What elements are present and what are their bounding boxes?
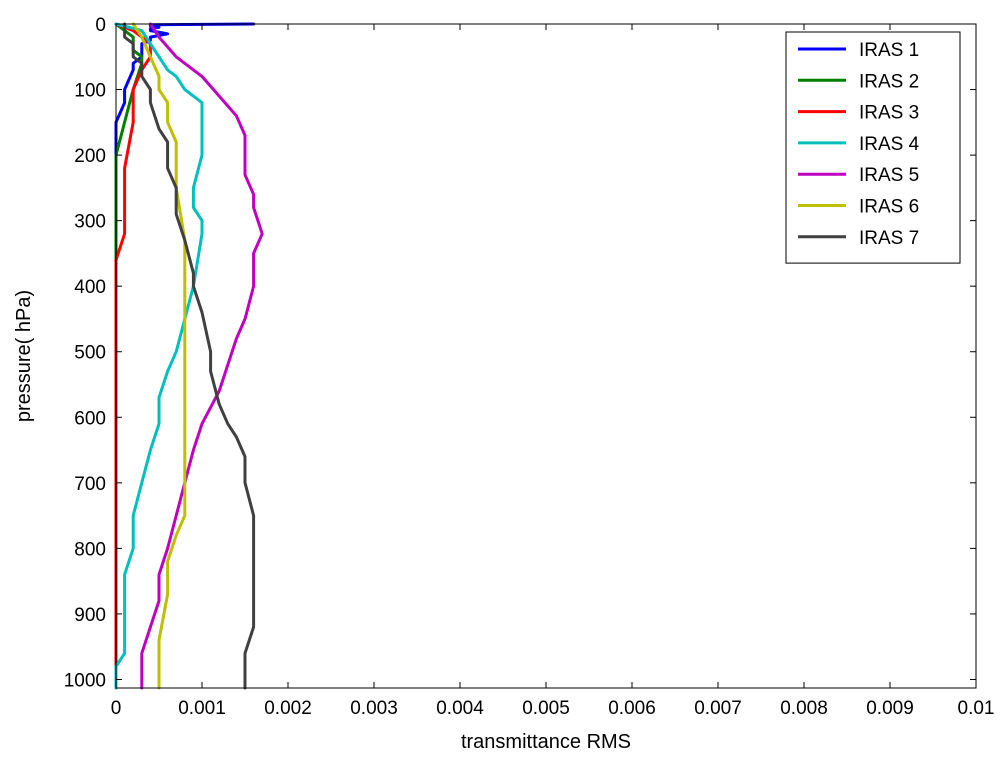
x-tick-label: 0.003 (350, 698, 398, 719)
x-tick-label: 0.007 (694, 698, 742, 719)
y-tick-label: 300 (74, 212, 106, 233)
legend-label-4: IRAS 4 (859, 134, 920, 155)
legend-label-2: IRAS 2 (859, 71, 919, 92)
y-tick-label: 800 (74, 539, 106, 560)
x-tick-label: 0.01 (958, 698, 995, 719)
x-tick-label: 0.002 (264, 698, 312, 719)
legend-label-6: IRAS 6 (859, 197, 919, 218)
x-tick-label: 0.005 (522, 698, 570, 719)
legend-label-7: IRAS 7 (859, 228, 919, 249)
y-tick-label: 500 (74, 343, 106, 364)
series-line-3 (114, 22, 152, 690)
x-tick-label: 0.006 (608, 698, 656, 719)
series-line-6 (131, 22, 187, 690)
legend-label-3: IRAS 3 (859, 103, 919, 124)
y-tick-label: 400 (74, 277, 106, 298)
y-tick-label: 1000 (64, 670, 106, 691)
legend-label-1: IRAS 1 (859, 40, 919, 61)
legend: IRAS 1 IRAS 2 IRAS 3 IRAS 4 IRAS 5 IRAS 6 IRAS… (785, 31, 961, 264)
y-tick-label: 900 (74, 605, 106, 626)
x-tick-label: 0.009 (866, 698, 914, 719)
y-tick-label: 100 (74, 81, 106, 102)
x-tick-label: 0 (111, 698, 122, 719)
series-line-7 (123, 22, 256, 690)
x-axis-label: transmittance RMS (461, 731, 631, 753)
y-tick-label: 700 (74, 474, 106, 495)
legend-box (785, 31, 961, 264)
series-line-5 (140, 22, 264, 690)
y-tick-label: 200 (74, 146, 106, 167)
y-tick-label: 0 (95, 15, 106, 36)
series-line-4 (114, 22, 204, 690)
y-tick-label: 600 (74, 408, 106, 429)
series-line-2 (114, 22, 144, 690)
y-axis-label: pressure( hPa) (13, 290, 35, 422)
legend-label-5: IRAS 5 (859, 165, 919, 186)
x-tick-label: 0.004 (436, 698, 484, 719)
x-tick-label: 0.001 (178, 698, 226, 719)
x-tick-label: 0.008 (780, 698, 828, 719)
